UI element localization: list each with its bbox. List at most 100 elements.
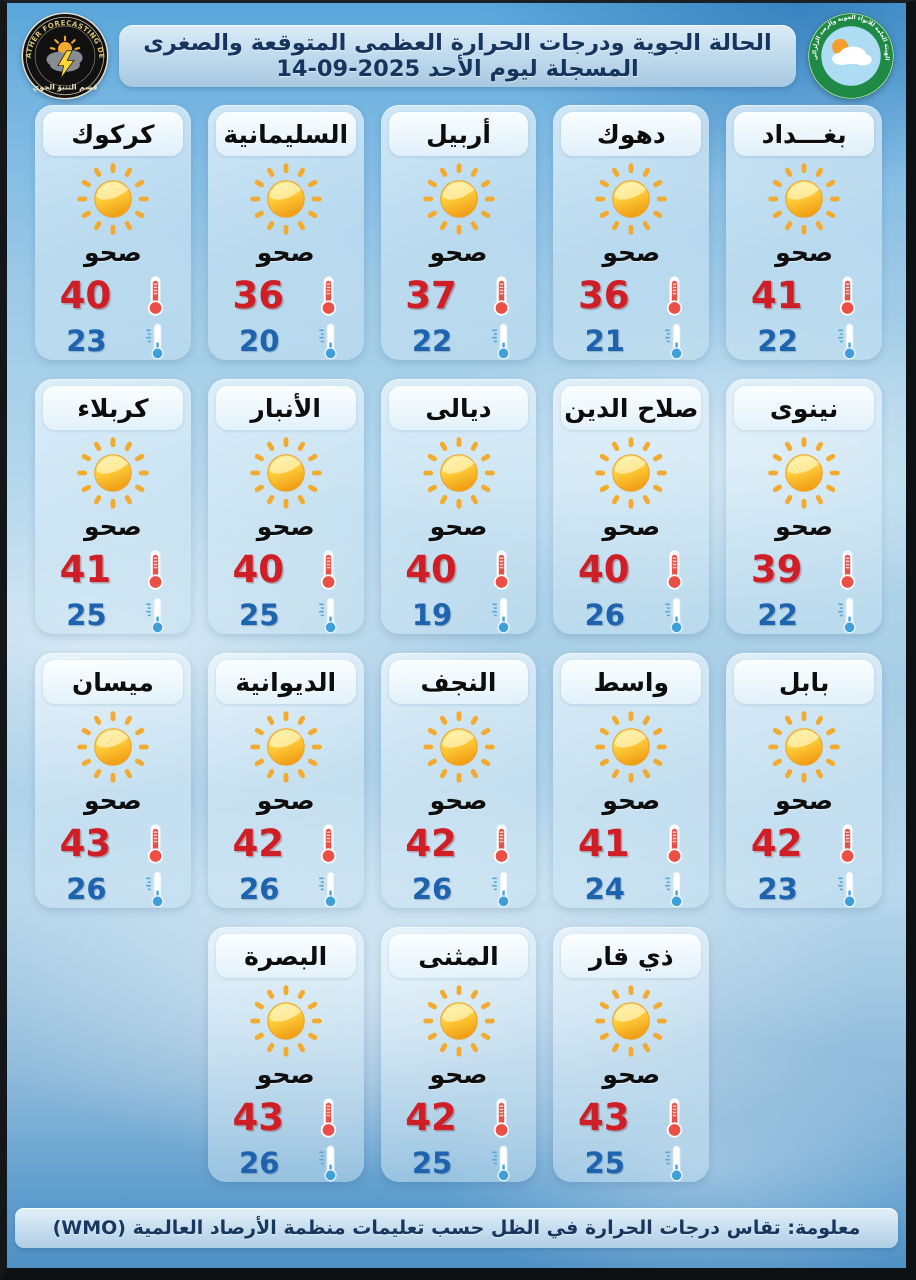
max-temp-value: 40: [405, 548, 457, 591]
min-temp-row: 23: [58, 322, 167, 360]
weather-condition: صحو: [429, 1060, 488, 1089]
sun-icon: [593, 161, 669, 237]
max-temp-row: 36: [576, 275, 687, 316]
cold-thermometer-icon: [663, 870, 686, 908]
city-weather-card: أربيل صحو 37 22: [380, 105, 537, 360]
city-name-chip: ميسان: [43, 660, 183, 704]
city-weather-card: الأنبار صحو 40 25: [207, 379, 364, 634]
min-temp-value: 22: [757, 323, 798, 358]
max-temp-value: 36: [578, 274, 630, 317]
page-title: الحالة الجوية ودرجات الحرارة العظمى المت…: [143, 30, 772, 82]
header: WEATHER FORECASTING DEPT. قسم ا: [7, 3, 906, 103]
max-temp-value: 42: [405, 1096, 457, 1139]
min-temp-row: 23: [750, 870, 859, 908]
cold-thermometer-icon: [663, 1144, 686, 1182]
city-name-chip: ذي قار: [561, 934, 702, 978]
city-name: بابل: [778, 667, 830, 697]
cold-thermometer-icon: [317, 322, 340, 360]
max-temp-value: 42: [405, 822, 457, 865]
weather-condition: صحو: [602, 238, 661, 267]
city-name: النجف: [420, 667, 497, 697]
min-temp-row: 22: [404, 322, 513, 360]
city-name: أربيل: [426, 119, 491, 149]
sun-icon: [766, 161, 842, 237]
max-temp-row: 41: [749, 275, 860, 316]
cold-thermometer-icon: [490, 1144, 513, 1182]
max-temp-row: 39: [749, 549, 860, 590]
max-temp-row: 36: [230, 275, 341, 316]
weather-condition: صحو: [429, 512, 488, 541]
min-temp-value: 21: [584, 323, 625, 358]
min-temp-row: 26: [577, 596, 686, 634]
sun-cloud-emblem: [832, 38, 872, 66]
city-weather-card: البصرة صحو 43 26: [207, 927, 364, 1182]
cold-thermometer-icon: [317, 1144, 340, 1182]
city-weather-card: بغـــداد صحو 41 22: [726, 105, 882, 360]
city-name-chip: دهوك: [561, 112, 702, 156]
city-weather-card: بابل صحو 42 23: [726, 653, 882, 908]
cold-thermometer-icon: [144, 596, 167, 634]
hot-thermometer-icon: [662, 549, 687, 590]
max-temp-value: 39: [750, 548, 803, 591]
max-temp-value: 40: [232, 548, 284, 591]
min-temp-row: 25: [404, 1144, 513, 1182]
city-weather-card: صلاح الدين صحو 40 26: [553, 379, 710, 634]
city-name-chip: واسط: [561, 660, 702, 704]
city-cards-grid: كركوك صحو 40 23 السليمانية صحو 36: [35, 105, 882, 1182]
sun-icon: [248, 709, 324, 785]
city-name: ديالى: [425, 393, 492, 423]
city-name: واسط: [593, 667, 670, 697]
sun-icon: [75, 435, 151, 511]
sun-icon: [248, 161, 324, 237]
city-name: السليمانية: [223, 119, 349, 149]
sun-icon: [766, 435, 842, 511]
city-weather-card: واسط صحو 41 24: [553, 653, 710, 908]
city-name-chip: السليمانية: [215, 112, 356, 156]
city-name-chip: نينوى: [734, 386, 874, 430]
max-temp-row: 43: [576, 1097, 687, 1138]
cold-thermometer-icon: [836, 870, 859, 908]
city-weather-card: المثنى صحو 42 25: [380, 927, 537, 1182]
max-temp-row: 40: [230, 549, 341, 590]
city-name: الديوانية: [235, 667, 337, 697]
max-temp-value: 42: [750, 822, 803, 865]
hot-thermometer-icon: [662, 823, 687, 864]
cold-thermometer-icon: [490, 596, 513, 634]
cold-thermometer-icon: [144, 870, 167, 908]
footer-note: معلومة: تقاس درجات الحرارة في الظل حسب ت…: [52, 1217, 861, 1239]
max-temp-row: 42: [230, 823, 341, 864]
city-name: ذي قار: [588, 941, 674, 971]
city-name-chip: بابل: [734, 660, 874, 704]
title-banner: الحالة الجوية ودرجات الحرارة العظمى المت…: [119, 25, 796, 87]
min-temp-value: 24: [584, 871, 625, 906]
city-name-chip: الديوانية: [215, 660, 356, 704]
city-name-chip: ديالى: [388, 386, 529, 430]
min-temp-value: 20: [239, 323, 280, 358]
min-temp-row: 22: [750, 596, 859, 634]
min-temp-value: 26: [66, 871, 107, 906]
max-temp-row: 40: [57, 275, 168, 316]
city-name-chip: المثنى: [388, 934, 529, 978]
city-name: الأنبار: [250, 393, 321, 423]
city-name: بغـــداد: [761, 119, 847, 149]
city-name-chip: الأنبار: [215, 386, 356, 430]
max-temp-value: 43: [232, 1096, 284, 1139]
city-weather-card: نينوى صحو 39 22: [726, 379, 882, 634]
min-temp-row: 24: [577, 870, 686, 908]
hot-thermometer-icon: [316, 275, 341, 316]
max-temp-value: 43: [578, 1096, 630, 1139]
min-temp-value: 22: [411, 323, 453, 358]
sun-icon: [421, 983, 497, 1059]
weather-condition: صحو: [429, 238, 488, 267]
max-temp-row: 41: [57, 549, 168, 590]
city-name: كركوك: [71, 119, 155, 149]
max-temp-row: 41: [576, 823, 687, 864]
cold-thermometer-icon: [490, 870, 513, 908]
weather-condition: صحو: [83, 786, 142, 815]
city-name-chip: النجف: [388, 660, 529, 704]
weather-condition: صحو: [256, 512, 315, 541]
hot-thermometer-icon: [489, 275, 514, 316]
weather-condition: صحو: [256, 1060, 315, 1089]
max-temp-value: 40: [578, 548, 630, 591]
